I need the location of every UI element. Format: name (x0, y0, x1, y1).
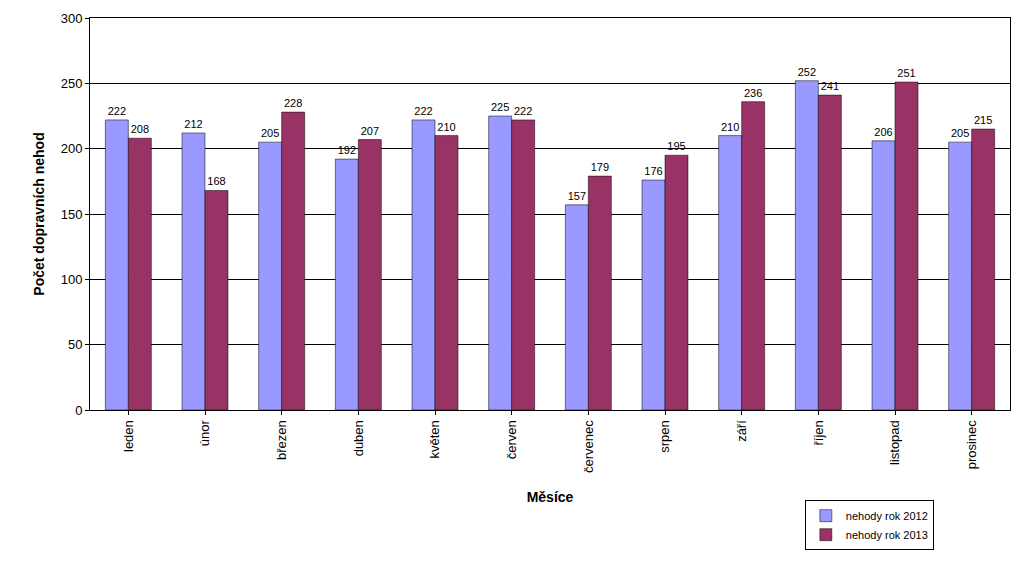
svg-text:192: 192 (338, 144, 356, 156)
svg-text:179: 179 (591, 161, 609, 173)
svg-text:0: 0 (75, 403, 82, 418)
svg-text:251: 251 (897, 67, 915, 79)
svg-text:222: 222 (514, 105, 532, 117)
svg-text:195: 195 (667, 140, 685, 152)
svg-text:100: 100 (61, 272, 83, 287)
svg-text:200: 200 (61, 141, 83, 156)
svg-text:212: 212 (184, 118, 202, 130)
svg-text:září: září (734, 420, 749, 442)
svg-text:listopad: listopad (887, 420, 902, 465)
svg-text:208: 208 (131, 123, 149, 135)
svg-text:207: 207 (361, 125, 379, 137)
svg-text:206: 206 (874, 126, 892, 138)
svg-text:157: 157 (568, 190, 586, 202)
svg-text:červen: červen (504, 420, 519, 459)
svg-text:168: 168 (207, 175, 225, 187)
svg-text:205: 205 (951, 127, 969, 139)
svg-text:březen: březen (274, 420, 289, 460)
svg-text:Počet dopravních nehod: Počet dopravních nehod (31, 132, 47, 295)
svg-text:222: 222 (414, 105, 432, 117)
svg-text:květen: květen (427, 420, 442, 458)
svg-text:205: 205 (261, 127, 279, 139)
svg-text:říjen: říjen (811, 420, 826, 445)
svg-text:150: 150 (61, 207, 83, 222)
svg-text:Měsíce: Měsíce (527, 489, 574, 505)
svg-text:210: 210 (437, 121, 455, 133)
svg-text:176: 176 (644, 165, 662, 177)
svg-text:250: 250 (61, 76, 83, 91)
svg-text:236: 236 (744, 87, 762, 99)
svg-text:215: 215 (974, 114, 992, 126)
svg-text:duben: duben (351, 420, 366, 456)
svg-text:222: 222 (108, 105, 126, 117)
svg-text:leden: leden (121, 420, 136, 452)
svg-text:červenec: červenec (581, 420, 596, 473)
svg-text:50: 50 (68, 337, 82, 352)
svg-text:210: 210 (721, 121, 739, 133)
svg-text:únor: únor (197, 420, 212, 447)
svg-text:nehody rok 2013: nehody rok 2013 (846, 529, 928, 541)
svg-text:241: 241 (821, 80, 839, 92)
svg-text:srpen: srpen (657, 420, 672, 453)
svg-text:228: 228 (284, 97, 302, 109)
svg-text:nehody rok 2012: nehody rok 2012 (846, 510, 928, 522)
svg-text:prosinec: prosinec (964, 420, 979, 470)
svg-text:252: 252 (798, 66, 816, 78)
svg-text:225: 225 (491, 101, 509, 113)
svg-text:300: 300 (61, 11, 83, 26)
